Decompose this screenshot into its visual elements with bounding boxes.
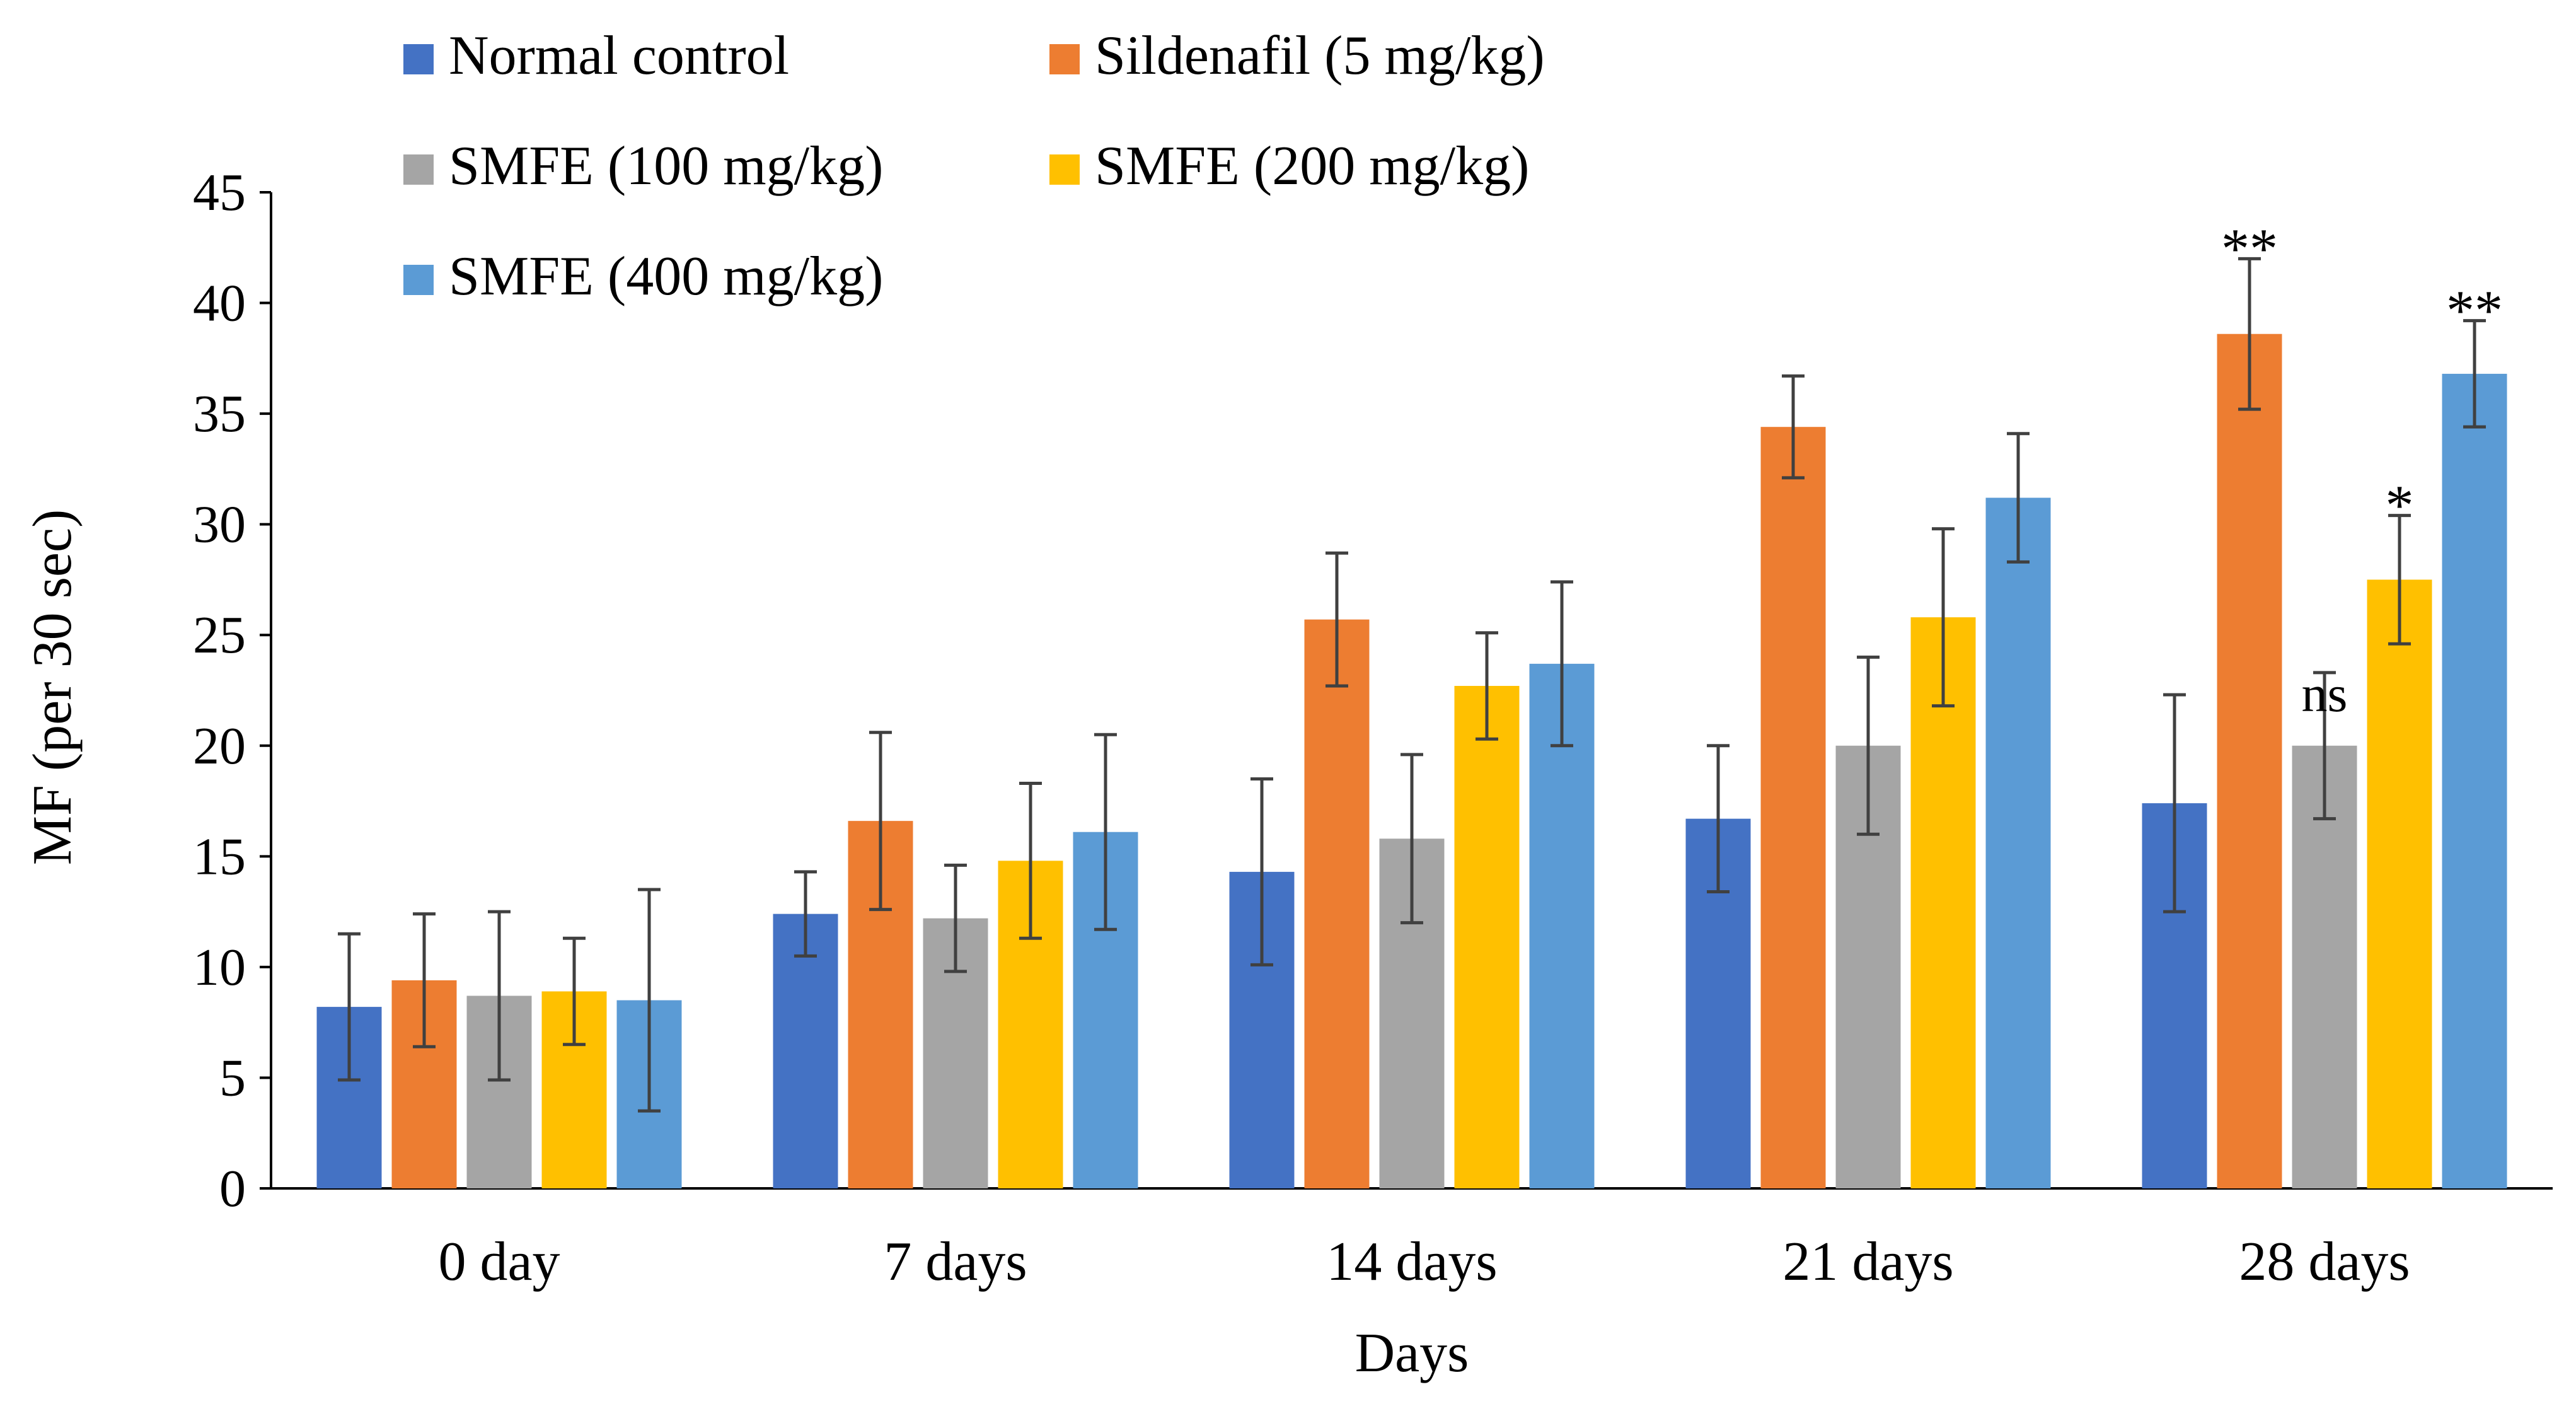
legend-swatch: [403, 265, 434, 295]
y-tick-label: 35: [193, 385, 246, 443]
x-axis-title: Days: [1355, 1323, 1469, 1384]
y-tick-label: 5: [219, 1048, 246, 1107]
legend-item: SMFE (400 mg/kg): [403, 246, 883, 307]
x-tick-label: 14 days: [1326, 1231, 1497, 1292]
legend-swatch: [1049, 44, 1080, 74]
y-tick-label: 30: [193, 496, 246, 554]
legend-item: Normal control: [403, 25, 789, 86]
bar: [2442, 373, 2507, 1188]
legend-label: Sildenafil (5 mg/kg): [1095, 25, 1545, 86]
y-tick-label: 10: [193, 938, 246, 997]
y-tick-label: 15: [193, 827, 246, 886]
legend-item: SMFE (100 mg/kg): [403, 136, 883, 197]
bar: [1454, 685, 1520, 1188]
legend: Normal control Sildenafil (5 mg/kg) SMFE (…: [403, 25, 1545, 307]
bar: [2367, 579, 2432, 1188]
x-tick-label: 21 days: [1782, 1231, 1953, 1292]
legend-swatch: [403, 154, 434, 185]
significance-label: *: [2386, 475, 2414, 537]
legend-swatch: [403, 44, 434, 74]
bar: [1985, 497, 2051, 1188]
legend-label: SMFE (200 mg/kg): [1095, 136, 1529, 197]
bar: [1304, 619, 1370, 1188]
y-tick-label: 25: [193, 606, 246, 664]
x-tick-label: 0 day: [438, 1231, 560, 1292]
error-bars: [338, 257, 2486, 1113]
bar: [1760, 427, 1826, 1189]
axes: 0 5 10 15 20 25 30 35 40 45 0 day 7 days 14 days 21 d…: [193, 163, 2553, 1292]
bar: [1910, 617, 1976, 1188]
bar: [773, 914, 838, 1188]
x-tick-label: 28 days: [2239, 1231, 2410, 1292]
y-tick-label: 20: [193, 717, 246, 775]
y-tick-label: 0: [219, 1159, 246, 1218]
legend-label: SMFE (400 mg/kg): [449, 246, 883, 307]
legend-item: SMFE (200 mg/kg): [1049, 136, 1529, 197]
y-tick-label: 45: [193, 163, 246, 222]
y-axis-title: MF (per 30 sec): [22, 509, 83, 866]
bar: [1529, 663, 1595, 1188]
y-tick-label: 40: [193, 274, 246, 333]
x-tick-label: 7 days: [884, 1231, 1027, 1292]
legend-item: Sildenafil (5 mg/kg): [1049, 25, 1545, 86]
annotations: **ns***: [2221, 218, 2503, 722]
legend-swatch: [1049, 154, 1080, 185]
bars: [316, 334, 2507, 1189]
legend-label: Normal control: [449, 25, 789, 86]
significance-label: **: [2446, 280, 2503, 342]
significance-label: ns: [2302, 665, 2348, 722]
legend-label: SMFE (100 mg/kg): [449, 136, 883, 197]
significance-label: **: [2221, 218, 2278, 280]
bar: [2217, 334, 2282, 1188]
